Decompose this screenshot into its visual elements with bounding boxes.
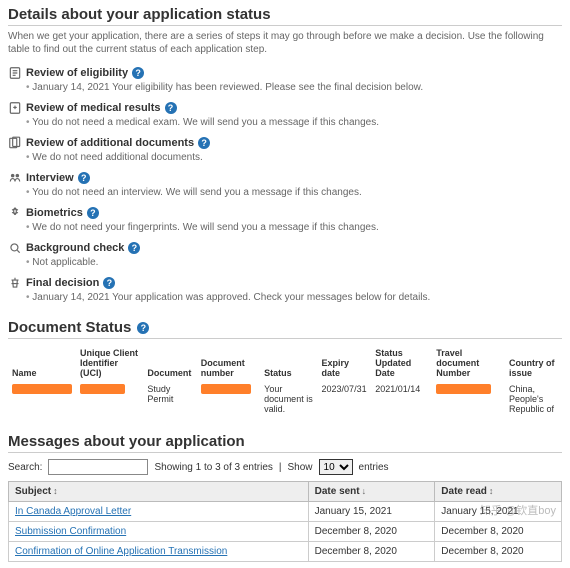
cell-status: Your document is valid. — [260, 381, 317, 417]
show-suffix: entries — [359, 462, 389, 473]
col-updated: Status Updated Date — [371, 345, 432, 381]
step-title: Biometrics — [26, 207, 83, 219]
cell-sent: December 8, 2020 — [308, 522, 435, 542]
messages-heading: Messages about your application — [8, 433, 562, 453]
col-sent[interactable]: Date sent↓ — [308, 482, 435, 502]
step: Final decision? January 14, 2021 Your app… — [8, 276, 562, 303]
col-country: Country of issue — [505, 345, 562, 381]
step-body: Not applicable. — [26, 257, 562, 268]
help-icon[interactable]: ? — [103, 277, 115, 289]
step: Background check? Not applicable. — [8, 241, 562, 268]
col-uci: Unique Client Identifier (UCI) — [76, 345, 143, 381]
help-icon[interactable]: ? — [87, 207, 99, 219]
col-subject[interactable]: Subject↕ — [9, 482, 309, 502]
message-link[interactable]: Submission Confirmation — [15, 526, 126, 537]
cell-sent: January 15, 2021 — [308, 502, 435, 522]
step-title: Background check — [26, 242, 124, 254]
messages-controls: Search: Showing 1 to 3 of 3 entries | Sh… — [8, 459, 562, 475]
step-title: Review of medical results — [26, 102, 161, 114]
redacted-uci — [80, 384, 125, 394]
cell-read: December 8, 2020 — [435, 542, 562, 562]
step-title: Review of eligibility — [26, 67, 128, 79]
cell-country: China, People's Republic of — [505, 381, 562, 417]
search-label: Search: — [8, 462, 42, 473]
document-status-table: Name Unique Client Identifier (UCI) Docu… — [8, 345, 562, 417]
cell-read: January 15, 2021 — [435, 502, 562, 522]
step-body: You do not need an interview. We will se… — [26, 187, 562, 198]
col-name: Name — [8, 345, 76, 381]
messages-table: Subject↕ Date sent↓ Date read↕ In Canada… — [8, 481, 562, 562]
step-body: We do not need your fingerprints. We wil… — [26, 222, 562, 233]
col-document: Document — [143, 345, 196, 381]
message-link[interactable]: In Canada Approval Letter — [15, 506, 131, 517]
details-intro: When we get your application, there are … — [8, 30, 562, 56]
redacted-name — [12, 384, 72, 394]
doc-status-heading: Document Status — [8, 319, 131, 336]
step-body: January 14, 2021 Your application was ap… — [26, 292, 562, 303]
table-row: Study Permit Your document is valid. 202… — [8, 381, 562, 417]
help-icon[interactable]: ? — [137, 322, 149, 334]
doc-status-heading-row: Document Status ? — [8, 319, 562, 339]
step-title: Interview — [26, 172, 74, 184]
message-link[interactable]: Confirmation of Online Application Trans… — [15, 546, 227, 557]
cell-updated: 2021/01/14 — [371, 381, 432, 417]
sort-icon: ↕ — [53, 486, 58, 496]
help-icon[interactable]: ? — [132, 67, 144, 79]
table-row: Submission Confirmation December 8, 2020D… — [9, 522, 562, 542]
table-row: In Canada Approval Letter January 15, 202… — [9, 502, 562, 522]
cell-expiry: 2023/07/31 — [318, 381, 372, 417]
step: Review of additional documents? We do not… — [8, 136, 562, 163]
step-title: Final decision — [26, 277, 99, 289]
showing-text: Showing 1 to 3 of 3 entries — [154, 462, 272, 473]
step-icon — [8, 206, 22, 220]
step-body: We do not need additional documents. — [26, 152, 562, 163]
step-title: Review of additional documents — [26, 137, 194, 149]
step: Review of medical results? You do not nee… — [8, 101, 562, 128]
step-icon — [8, 241, 22, 255]
entries-select[interactable]: 10 — [319, 459, 353, 475]
col-docnum: Document number — [197, 345, 260, 381]
step-icon — [8, 136, 22, 150]
help-icon[interactable]: ? — [78, 172, 90, 184]
sort-icon: ↓ — [362, 486, 367, 496]
cell-sent: December 8, 2020 — [308, 542, 435, 562]
step-body: You do not need a medical exam. We will … — [26, 117, 562, 128]
show-prefix: Show — [288, 462, 313, 473]
sort-icon: ↕ — [489, 486, 494, 496]
col-expiry: Expiry date — [318, 345, 372, 381]
details-heading: Details about your application status — [8, 6, 562, 26]
step: Interview? You do not need an interview. … — [8, 171, 562, 198]
step-body: January 14, 2021 Your eligibility has be… — [26, 82, 562, 93]
step: Review of eligibility? January 14, 2021 Y… — [8, 66, 562, 93]
col-read[interactable]: Date read↕ — [435, 482, 562, 502]
cell-document: Study Permit — [143, 381, 196, 417]
col-travel: Travel document Number — [432, 345, 505, 381]
step-icon — [8, 276, 22, 290]
cell-read: December 8, 2020 — [435, 522, 562, 542]
search-input[interactable] — [48, 459, 148, 475]
redacted-travel — [436, 384, 491, 394]
step: Biometrics? We do not need your fingerpri… — [8, 206, 562, 233]
step-icon — [8, 101, 22, 115]
help-icon[interactable]: ? — [165, 102, 177, 114]
step-icon — [8, 171, 22, 185]
help-icon[interactable]: ? — [198, 137, 210, 149]
redacted-docnum — [201, 384, 251, 394]
table-row: Confirmation of Online Application Trans… — [9, 542, 562, 562]
step-icon — [8, 66, 22, 80]
help-icon[interactable]: ? — [128, 242, 140, 254]
col-status: Status — [260, 345, 317, 381]
